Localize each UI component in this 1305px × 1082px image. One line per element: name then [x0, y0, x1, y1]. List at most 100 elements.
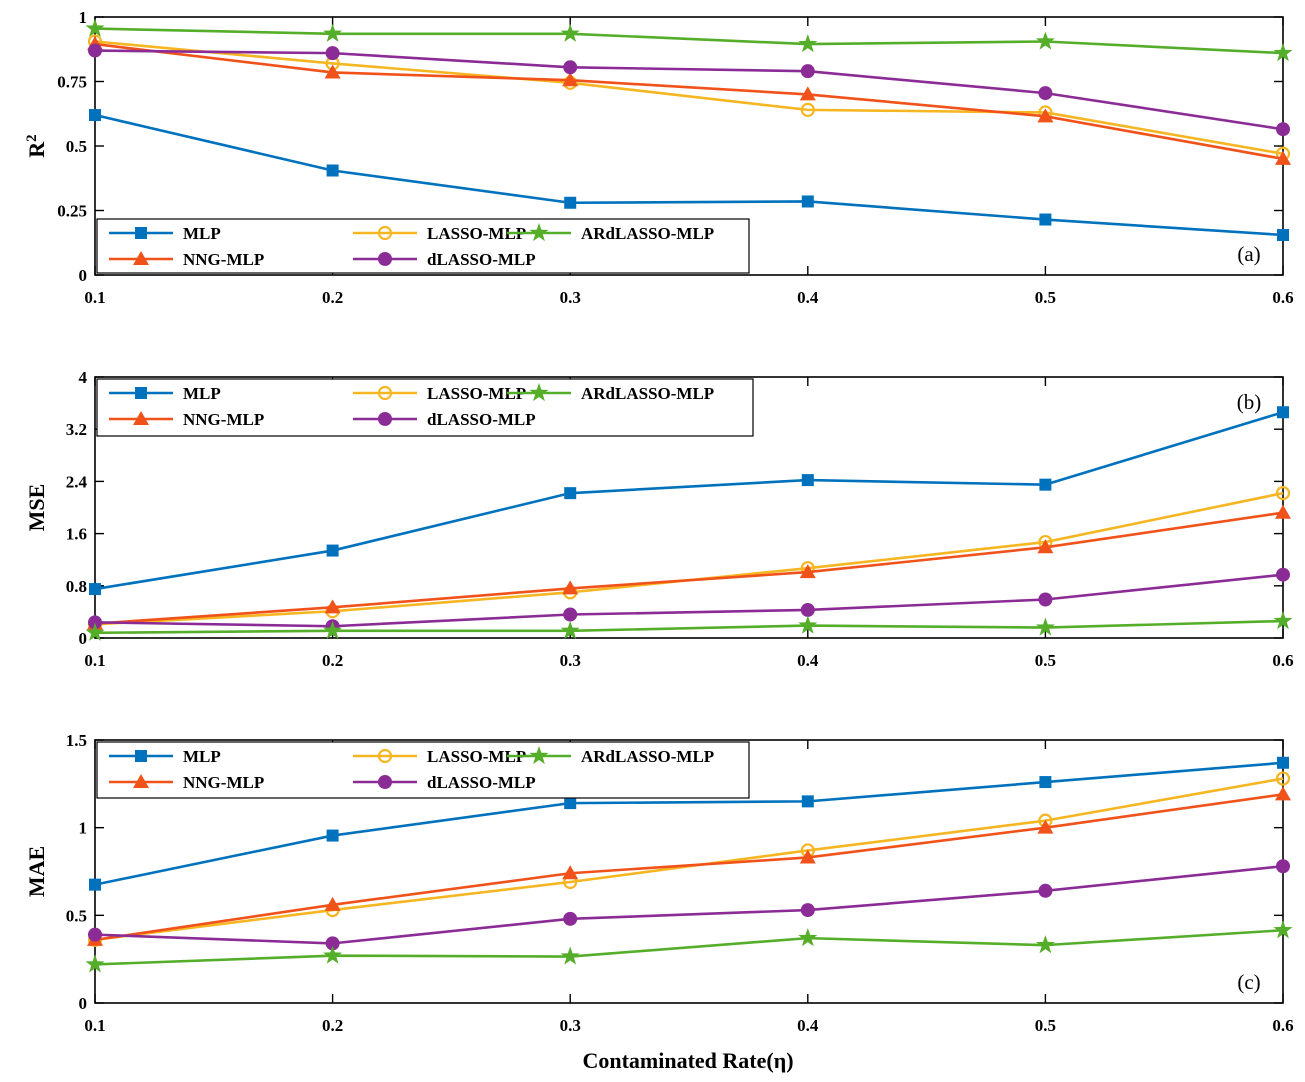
series-line: [94, 619, 1284, 635]
legend-entry: ARdLASSO-MLP: [507, 746, 714, 766]
x-tick-label: 0.6: [1272, 651, 1293, 670]
legend-marker: [378, 252, 392, 266]
data-point: [1275, 486, 1291, 501]
series-dlasso-mlp: [88, 43, 1290, 137]
data-point: [1035, 935, 1055, 954]
x-tick-label: 0.5: [1035, 651, 1056, 670]
x-tick-label: 0.4: [797, 651, 819, 670]
series-ardlasso-mlp: [85, 18, 1293, 62]
legend: MLP LASSO-MLP ARdLASSO-MLP NNG-MLP dLASSO-ML…: [96, 218, 750, 274]
series-line: [94, 42, 1284, 161]
data-point: [563, 60, 578, 75]
legend-marker: [133, 411, 149, 425]
data-point: [800, 64, 815, 79]
y-tick-label: 0.8: [66, 577, 87, 596]
data-point: [560, 23, 580, 42]
series-mlp: [89, 109, 1289, 242]
legend-entry: ARdLASSO-MLP: [507, 223, 714, 243]
legend: MLP LASSO-MLP ARdLASSO-MLP NNG-MLP dLASSO-ML…: [96, 378, 754, 437]
legend-label: dLASSO-MLP: [427, 773, 536, 792]
data-point: [798, 928, 818, 947]
legend-box: [96, 378, 754, 437]
series-line: [94, 410, 1284, 591]
data-point: [324, 896, 341, 911]
y-tick-label: 1: [79, 8, 88, 27]
x-tick-label: 0.3: [560, 1016, 581, 1035]
panel-1: 0.1 0.2 0.3 0.4 0.5 0.6 0 0.25 0.5 0.75 1 R2 MLP LASS…: [24, 8, 1294, 307]
data-point: [323, 23, 343, 42]
data-point: [88, 615, 102, 630]
legend-marker: [135, 227, 147, 239]
data-point: [563, 607, 578, 622]
legend-marker: [377, 385, 393, 401]
data-point: [1275, 771, 1291, 786]
x-tick-label: 0.4: [797, 1016, 819, 1035]
data-point: [1277, 229, 1289, 242]
legend-marker: [133, 774, 149, 788]
series-line: [94, 40, 1284, 156]
data-point: [1277, 406, 1289, 419]
data-point: [560, 946, 580, 965]
y-tick-label: 0: [79, 629, 88, 648]
data-point: [324, 599, 341, 614]
legend-marker: [377, 748, 393, 764]
data-point: [1039, 776, 1052, 789]
data-point: [799, 849, 816, 864]
x-tick-label: 0.1: [84, 288, 105, 307]
data-point: [800, 903, 815, 918]
series-line: [94, 27, 1284, 55]
legend-entry: NNG-MLP: [109, 773, 264, 792]
data-point: [1037, 108, 1054, 123]
x-tick-label: 0.5: [1035, 288, 1056, 307]
legend-entry: dLASSO-MLP: [353, 250, 536, 269]
legend-label: dLASSO-MLP: [427, 410, 536, 429]
legend-entry: ARdLASSO-MLP: [507, 383, 714, 403]
legend-marker: [378, 412, 392, 426]
legend-entry: dLASSO-MLP: [353, 410, 536, 429]
data-point: [1035, 31, 1055, 50]
legend-marker: [135, 750, 147, 762]
data-point: [1275, 504, 1291, 519]
y-tick-label: 0.5: [66, 137, 87, 156]
data-point: [800, 602, 815, 617]
legend-entry: LASSO-MLP: [353, 384, 526, 403]
data-point: [564, 196, 577, 209]
series-line: [94, 761, 1284, 886]
data-point: [562, 72, 579, 87]
x-tick-label: 0.6: [1272, 288, 1293, 307]
series-ardlasso-mlp: [85, 611, 1293, 641]
data-point: [1039, 213, 1052, 226]
y-tick-label: 0.5: [66, 906, 87, 925]
data-point: [1273, 43, 1293, 62]
data-point: [89, 878, 101, 891]
data-point: [1038, 86, 1053, 101]
legend-label: MLP: [183, 384, 221, 403]
data-point: [1273, 920, 1293, 939]
data-point: [799, 564, 816, 579]
data-point: [798, 615, 818, 634]
legend: MLP LASSO-MLP ARdLASSO-MLP NNG-MLP dLASSO-ML…: [96, 741, 750, 799]
data-point: [1038, 883, 1053, 898]
legend-label: LASSO-MLP: [427, 224, 526, 243]
data-point: [324, 64, 341, 79]
legend-box: [96, 218, 750, 274]
data-point: [562, 865, 579, 880]
data-point: [326, 164, 339, 177]
panel-label: (c): [1237, 970, 1260, 994]
data-point: [88, 927, 102, 942]
data-point: [89, 583, 101, 596]
x-tick-label: 0.1: [84, 651, 105, 670]
x-tick-label: 0.2: [322, 288, 343, 307]
y-tick-label: 0.25: [57, 202, 87, 221]
data-point: [1038, 592, 1053, 607]
data-point: [560, 620, 580, 639]
data-point: [326, 829, 339, 842]
y-axis-label: MSE: [24, 484, 49, 532]
data-point: [562, 580, 579, 595]
data-point: [1277, 756, 1289, 769]
panel-label: (a): [1237, 242, 1260, 266]
series-mlp: [89, 406, 1289, 596]
data-point: [85, 954, 105, 973]
y-tick-label: 1: [79, 819, 88, 838]
series-line: [94, 928, 1284, 966]
